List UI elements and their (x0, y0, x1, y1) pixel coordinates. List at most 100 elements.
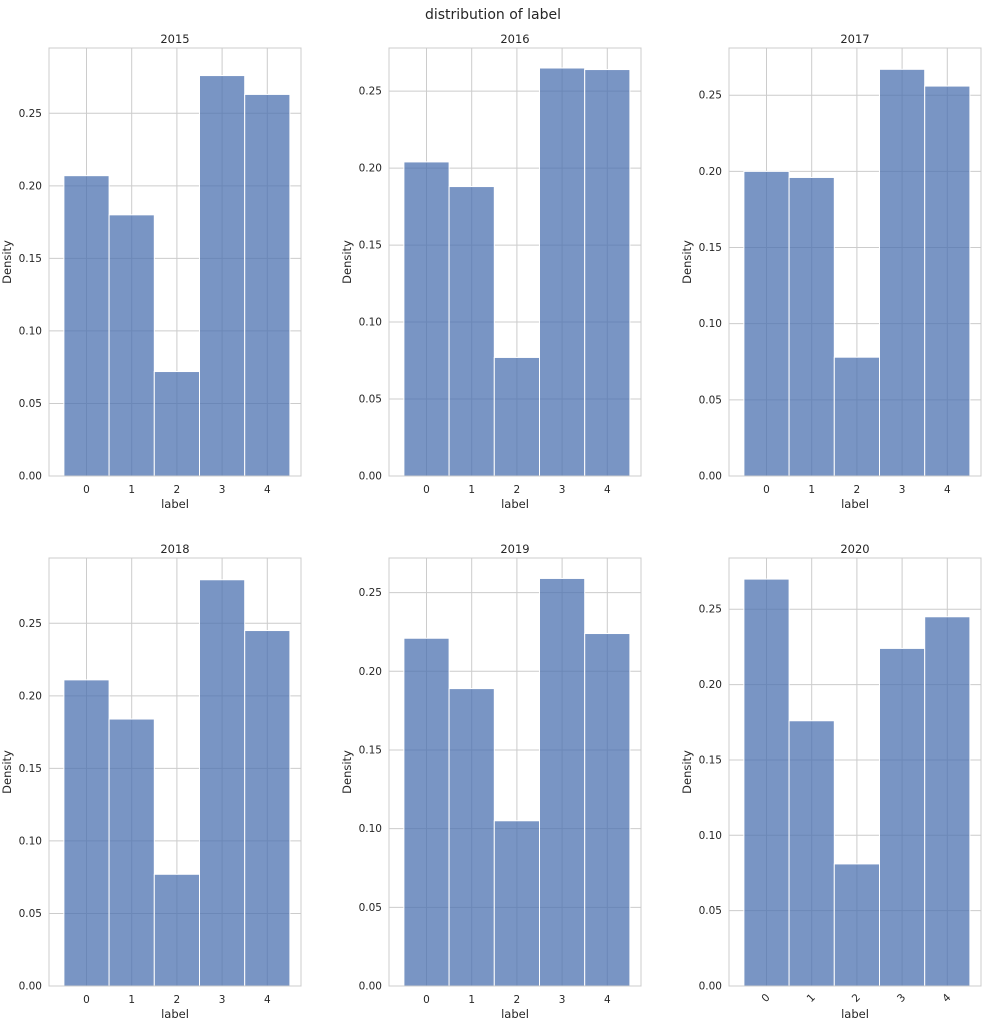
y-axis-label: Density (680, 750, 694, 794)
y-tick-label: 0.05 (359, 902, 382, 914)
subplot-2018: 0.00 0.05 0.10 0.15 0.20 0.25 0 1 2 3 4 label Densit… (0, 542, 302, 1021)
x-tick-label: 3 (559, 994, 566, 1006)
y-tick-label: 0.20 (359, 666, 382, 678)
bar-label-2 (833, 863, 881, 987)
subplot-2015: 0.00 0.05 0.10 0.15 0.20 0.25 0 1 2 3 4 label Densit… (0, 32, 302, 511)
x-axis-label: label (161, 1007, 189, 1021)
y-tick-label: 0.25 (359, 587, 382, 599)
bar-label-3 (879, 68, 926, 477)
bar-label-2 (493, 356, 541, 477)
y-tick-label: 0.00 (699, 471, 722, 483)
axes-frame (728, 47, 982, 477)
bar-label-0 (403, 161, 450, 477)
bar-label-3 (879, 647, 926, 987)
x-tick-label: 0 (423, 484, 430, 496)
subplot-2020: 0.000.050.100.150.200.250 1 2 3 4labelDensit… (680, 542, 982, 1021)
y-tick-label: 0.20 (699, 166, 722, 178)
bar-label-1 (108, 718, 155, 987)
x-tick-label: 1 (468, 994, 475, 1006)
x-axis-label: label (501, 1007, 529, 1021)
bar-label-1 (448, 186, 495, 477)
y-tick-label: 0.10 (19, 835, 42, 847)
x-tick-label: 2 (514, 484, 521, 496)
x-tick-label: 3 (559, 484, 566, 496)
x-axis-label: label (161, 497, 189, 511)
bar-label-1 (788, 176, 835, 477)
subplot-2019: 0.00 0.05 0.10 0.15 0.20 0.25 0 1 2 3 4 label Densit… (340, 542, 642, 1021)
x-tick-label: 4 (944, 484, 951, 496)
axes-frame (48, 47, 302, 477)
y-tick-label: 0.15 (699, 754, 722, 766)
x-tick-label: 2 (514, 994, 521, 1006)
bar-label-0 (403, 637, 450, 987)
y-tick-label: 0.00 (19, 471, 42, 483)
bar-label-0 (743, 578, 790, 987)
y-axis-label: Density (0, 750, 14, 794)
y-tick-label: 0.10 (19, 325, 42, 337)
x-tick-label: 4 (264, 484, 271, 496)
x-tick-label: 2 (174, 994, 181, 1006)
bar-label-3 (199, 75, 246, 477)
x-tick-label: 0 (83, 484, 90, 496)
bar-label-1 (108, 214, 155, 477)
y-tick-label: 0.10 (699, 318, 722, 330)
x-tick-label: 3 (219, 484, 226, 496)
y-tick-label: 0.00 (19, 981, 42, 993)
y-tick-label: 0.20 (19, 690, 42, 702)
axes-frame (728, 557, 982, 987)
y-tick-label: 0.05 (699, 905, 722, 917)
y-tick-label: 0.15 (19, 763, 42, 775)
y-tick-label: 0.00 (359, 471, 382, 483)
y-axis-label: Density (0, 240, 14, 284)
y-tick-label: 0.25 (699, 604, 722, 616)
x-tick-label: 0 (83, 994, 90, 1006)
y-tick-label: 0.05 (19, 908, 42, 920)
bar-label-2 (833, 356, 881, 477)
y-tick-label: 0.00 (699, 981, 722, 993)
y-tick-label: 0.20 (19, 180, 42, 192)
x-tick-label: 0 (423, 994, 430, 1006)
axes-frame (48, 557, 302, 987)
x-tick-label: 1 (808, 484, 815, 496)
axes-frame (388, 47, 642, 477)
subplot-2016: 0.00 0.05 0.10 0.15 0.20 0.25 0 1 2 3 4 label Densit… (340, 32, 642, 511)
y-tick-label: 0.15 (359, 240, 382, 252)
subplot-title: 2015 (160, 32, 189, 46)
bar-label-4 (584, 69, 631, 477)
bar-label-3 (199, 579, 246, 987)
x-tick-label: 1 (128, 484, 135, 496)
bar-label-1 (788, 720, 835, 987)
x-tick-label: 4 (264, 994, 271, 1006)
y-tick-label: 0.25 (359, 86, 382, 98)
bar-label-3 (539, 67, 586, 477)
y-tick-label: 0.25 (19, 618, 42, 630)
x-tick-label: 3 (899, 484, 906, 496)
bar-label-0 (743, 170, 790, 477)
y-tick-label: 0.05 (359, 394, 382, 406)
x-tick-label: 4 (604, 994, 611, 1006)
y-tick-label: 0.20 (699, 679, 722, 691)
x-axis-label: label (841, 497, 869, 511)
bar-label-0 (63, 175, 110, 477)
axes-frame (388, 557, 642, 987)
bar-label-2 (493, 820, 541, 987)
x-tick-label: 1 (128, 994, 135, 1006)
subplot-2017: 0.00 0.05 0.10 0.15 0.20 0.25 0 1 2 3 4 label Densit… (680, 32, 982, 511)
bar-label-0 (63, 679, 110, 987)
bar-label-4 (584, 633, 631, 987)
bar-label-4 (924, 85, 971, 477)
bar-label-2 (153, 371, 201, 477)
bar-label-4 (244, 630, 291, 987)
x-tick-label: 3 (219, 994, 226, 1006)
subplot-title: 2018 (160, 542, 189, 556)
y-tick-label: 0.05 (19, 398, 42, 410)
y-axis-label: Density (340, 240, 354, 284)
y-tick-label: 0.00 (359, 981, 382, 993)
y-tick-label: 0.10 (359, 317, 382, 329)
y-tick-label: 0.05 (699, 394, 722, 406)
bar-label-4 (924, 616, 971, 987)
y-tick-label: 0.10 (359, 823, 382, 835)
x-axis-label: label (841, 1007, 869, 1021)
x-tick-label: 4 (604, 484, 611, 496)
